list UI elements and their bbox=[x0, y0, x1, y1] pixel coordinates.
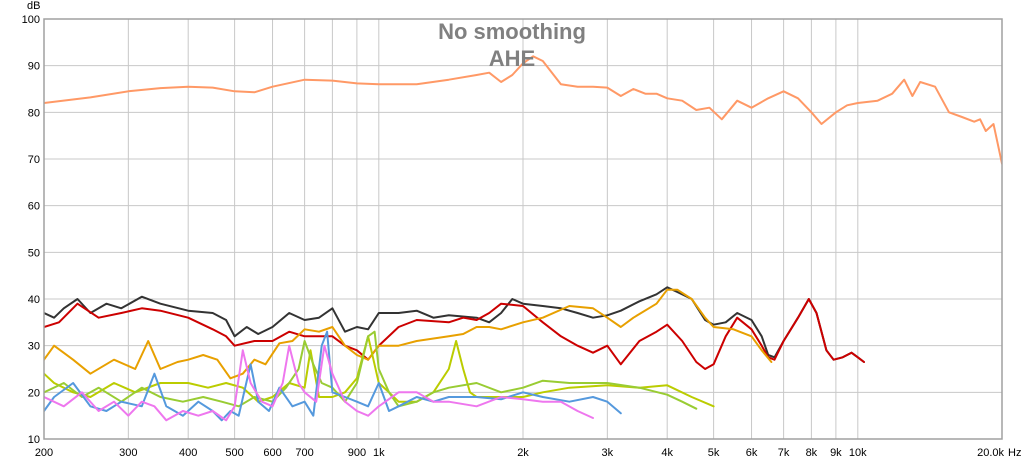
y-tick-label: 50 bbox=[28, 247, 40, 259]
y-tick-label: 80 bbox=[28, 107, 40, 119]
y-tick-label: 20 bbox=[28, 387, 40, 399]
y-tick-label: 90 bbox=[28, 61, 40, 73]
x-tick-label: 5k bbox=[708, 447, 720, 459]
y-tick-label: 60 bbox=[28, 201, 40, 213]
x-tick-label: 700 bbox=[295, 447, 313, 459]
series-line-1 bbox=[44, 55, 1002, 165]
y-tick-label: 40 bbox=[28, 294, 40, 306]
chart-title: No smoothing bbox=[438, 19, 586, 44]
series-line-3 bbox=[44, 298, 865, 370]
y-tick-label: 10 bbox=[28, 434, 40, 446]
x-tick-label: 6k bbox=[746, 447, 758, 459]
x-tick-label: 400 bbox=[179, 447, 197, 459]
y-tick-label: 70 bbox=[28, 154, 40, 166]
x-tick-label: 900 bbox=[348, 447, 366, 459]
chart-subtitle: AHE bbox=[489, 46, 535, 71]
tick-labels: 10 20 30 40 50 60 70 80 90 100 200 300 400 500 600 700 9… bbox=[22, 14, 1005, 459]
y-tick-label: 100 bbox=[22, 14, 40, 26]
x-tick-label: 300 bbox=[119, 447, 137, 459]
x-tick-label: 1k bbox=[373, 447, 385, 459]
x-axis-label: Hz bbox=[1008, 447, 1021, 459]
x-tick-label: 3k bbox=[602, 447, 614, 459]
x-tick-label: 500 bbox=[225, 447, 243, 459]
y-tick-label: 30 bbox=[28, 341, 40, 353]
x-tick-label: 600 bbox=[263, 447, 281, 459]
x-tick-label: 2k bbox=[517, 447, 529, 459]
x-tick-label: 4k bbox=[661, 447, 673, 459]
x-tick-label: 8k bbox=[806, 447, 818, 459]
x-tick-label: 200 bbox=[35, 447, 53, 459]
series-layer bbox=[44, 55, 1002, 422]
series-line-7 bbox=[44, 330, 622, 422]
grid bbox=[43, 18, 1003, 440]
series-line-4 bbox=[44, 288, 773, 380]
x-tick-label: 20.0k bbox=[977, 447, 1004, 459]
x-tick-label: 10k bbox=[849, 447, 867, 459]
series-line-2 bbox=[44, 286, 865, 363]
x-tick-label: 9k bbox=[830, 447, 842, 459]
y-axis-label: dB bbox=[27, 0, 40, 12]
series-line-8 bbox=[44, 344, 594, 422]
x-tick-label: 7k bbox=[778, 447, 790, 459]
plot-frame bbox=[43, 18, 1003, 440]
